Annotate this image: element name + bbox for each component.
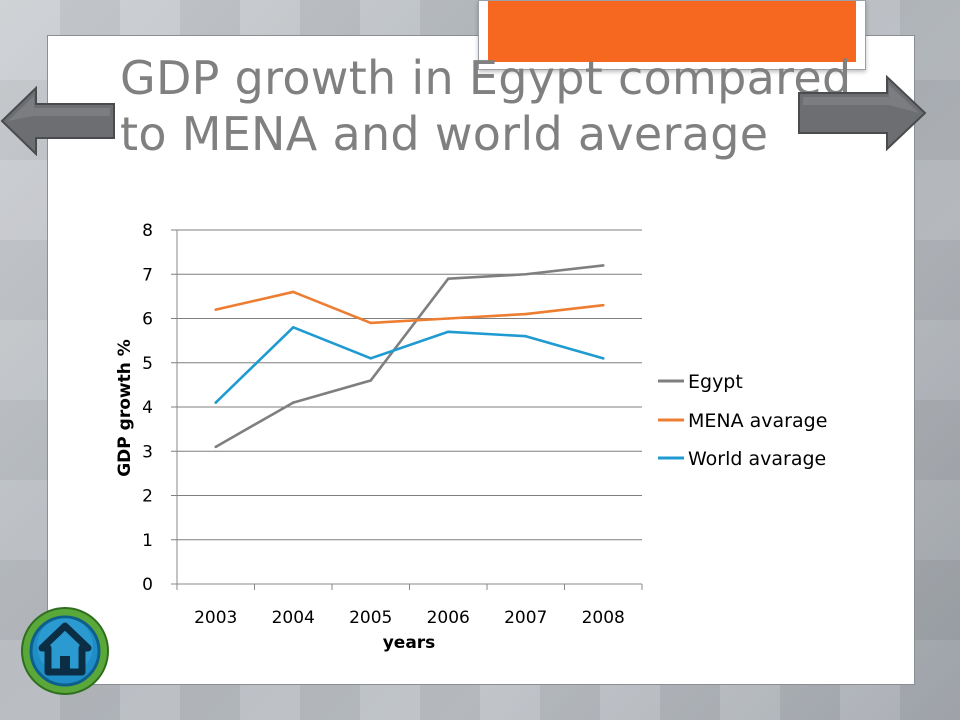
slide-title: GDP growth in Egypt compared to MENA and… [120, 51, 852, 161]
x-tick-label: 2005 [349, 608, 392, 628]
home-icon [21, 607, 109, 695]
x-tick-label: 2007 [504, 608, 547, 628]
y-tick-label: 7 [142, 265, 153, 285]
next-slide-button[interactable] [797, 75, 929, 151]
data-point [369, 321, 373, 325]
y-tick-label: 0 [142, 575, 153, 595]
data-point [446, 277, 450, 280]
top-tab-accent [488, 1, 856, 62]
y-tick-label: 6 [142, 310, 153, 330]
data-point [524, 334, 528, 338]
data-point [524, 272, 528, 276]
y-tick-label: 1 [142, 531, 153, 551]
x-tick-label: 2008 [582, 608, 625, 628]
slide-panel [47, 35, 915, 685]
y-tick-label: 2 [142, 487, 153, 507]
data-point [291, 401, 295, 404]
data-point [524, 312, 528, 316]
data-point [214, 445, 218, 449]
home-button[interactable] [20, 606, 110, 696]
y-tick-label: 4 [142, 398, 153, 418]
data-point [601, 264, 605, 267]
legend-label: World avarage [688, 448, 826, 470]
y-axis-label: GDP growth % [115, 339, 135, 477]
series-line-1 [215, 264, 604, 448]
data-point [446, 330, 450, 334]
series-line-3 [214, 326, 604, 404]
data-point [601, 303, 605, 307]
data-point [369, 357, 373, 360]
top-tab [478, 0, 866, 70]
data-point [369, 379, 373, 382]
data-point [214, 401, 218, 404]
data-point [214, 308, 218, 311]
y-tick-label: 3 [142, 442, 153, 462]
legend-label: Egypt [688, 371, 743, 393]
arrow-left-icon [0, 86, 115, 156]
legend-label: MENA avarage [688, 410, 827, 432]
previous-slide-button[interactable] [0, 86, 116, 156]
data-point [601, 357, 605, 360]
arrow-right-icon [798, 75, 927, 151]
y-tick-label: 8 [142, 221, 153, 241]
data-point [446, 317, 450, 320]
x-tick-label: 2004 [272, 608, 315, 628]
data-point [291, 326, 295, 329]
series-line-2 [215, 290, 604, 325]
x-tick-label: 2006 [427, 608, 470, 628]
y-tick-label: 5 [142, 354, 153, 374]
data-point [291, 290, 295, 294]
x-tick-label: 2003 [194, 608, 237, 628]
x-axis-label: years [383, 633, 436, 653]
